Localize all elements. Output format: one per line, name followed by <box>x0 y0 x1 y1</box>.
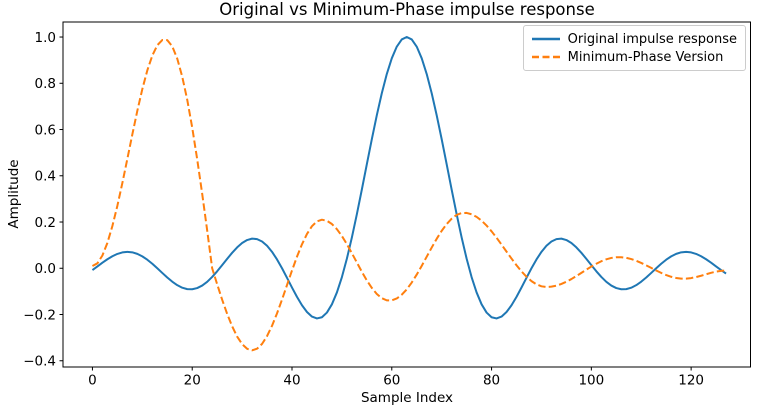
legend-label-original: Original impulse response <box>567 31 737 47</box>
y-tick-label: −0.4 <box>23 354 56 370</box>
y-tick-label: 0.6 <box>35 122 56 138</box>
x-tick-label: 20 <box>184 373 201 389</box>
y-tick-label: 0.0 <box>35 261 56 277</box>
legend-line-dashed-icon <box>531 55 560 59</box>
x-axis-label: Sample Index <box>360 390 454 406</box>
series-original-line <box>91 36 727 320</box>
plot-frame <box>62 21 751 368</box>
x-tick-label: 100 <box>578 373 604 389</box>
chart-title: Original vs Minimum-Phase impulse respon… <box>219 0 595 19</box>
x-tick-label: 120 <box>678 373 704 389</box>
legend: Original impulse response Minimum-Phase … <box>522 25 746 71</box>
y-tick-label: 0.2 <box>35 215 56 231</box>
legend-item-original: Original impulse response <box>531 30 737 48</box>
legend-line-solid-icon <box>531 37 560 41</box>
x-tick-label: 80 <box>483 373 500 389</box>
x-tick-label: 0 <box>88 373 97 389</box>
legend-label-minphase: Minimum-Phase Version <box>567 49 724 65</box>
y-tick-label: 0.4 <box>35 169 56 185</box>
y-tick-label: 1.0 <box>35 30 56 46</box>
x-tick-label: 60 <box>383 373 400 389</box>
y-tick-label: 0.8 <box>35 76 56 92</box>
y-axis-label: Amplitude <box>6 159 22 229</box>
x-tick-label: 40 <box>283 373 300 389</box>
y-tick-label: −0.2 <box>23 307 56 323</box>
series-minphase-line <box>91 39 727 352</box>
legend-item-minphase: Minimum-Phase Version <box>531 48 737 66</box>
